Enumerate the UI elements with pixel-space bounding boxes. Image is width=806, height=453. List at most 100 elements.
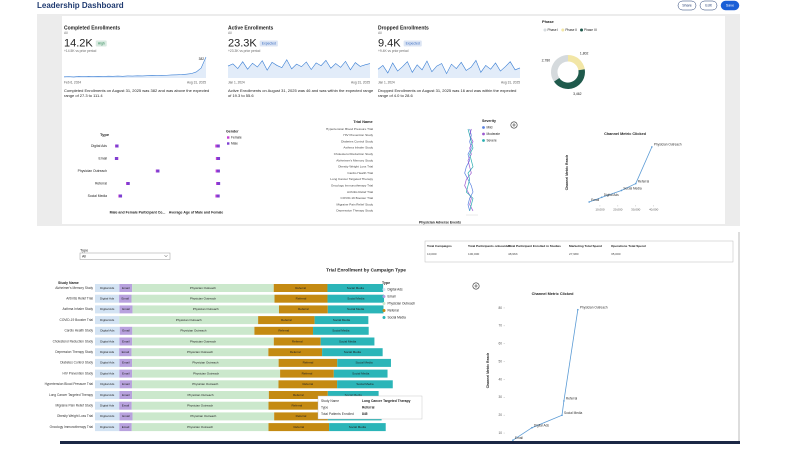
add-button[interactable] — [472, 282, 480, 290]
legend-label: Moderate — [487, 132, 501, 136]
category-label: Asthma Inhaler Study — [343, 146, 373, 150]
sparkline-label: 382 — [199, 57, 205, 61]
bar-segment — [132, 358, 279, 367]
bar-segment — [95, 358, 120, 367]
tooltip-label: Study Name — [321, 399, 339, 403]
sparkline-area — [228, 59, 370, 78]
header-button-label[interactable]: Save — [726, 4, 734, 8]
add-icon-plus[interactable] — [512, 123, 516, 127]
category-label: Cholesterol Reduction Study — [53, 339, 94, 343]
y-tick-label: 80 — [498, 306, 502, 310]
kpi-value: 14.2K — [64, 37, 93, 49]
legend-title: Severity — [482, 119, 496, 123]
header-button[interactable] — [677, 0, 697, 11]
axis-title: Male and Female Participant Co... — [110, 210, 166, 214]
category-label: Long Cancer Targeted Therapy — [330, 177, 373, 181]
add-icon-plus[interactable] — [474, 284, 478, 288]
header-button[interactable] — [720, 0, 740, 11]
filter-chevron[interactable] — [164, 255, 168, 258]
bar-segment — [131, 380, 279, 389]
bar-segment — [132, 412, 275, 421]
bar-segment — [322, 348, 383, 357]
segment-label: Referral — [293, 425, 304, 429]
bar-segment — [268, 423, 330, 432]
header-button-label[interactable]: Edit — [705, 4, 711, 8]
bar-segment — [95, 412, 120, 421]
add-icon[interactable] — [510, 121, 518, 129]
point-label: Digital Ads — [534, 424, 549, 428]
y-tick-label: 30 — [498, 395, 502, 399]
point — [634, 182, 637, 185]
bar-segment — [119, 423, 132, 432]
point — [577, 308, 579, 311]
sparkline-area — [64, 56, 206, 78]
segment-label: Digital Ads — [100, 318, 115, 322]
filter-select[interactable] — [79, 252, 171, 260]
bar-segment — [95, 316, 120, 325]
header-button-label[interactable]: Share — [682, 4, 692, 8]
segment-label: Referral — [278, 329, 289, 333]
point — [561, 414, 563, 416]
kpi-summary: Completed Enrollments on August 31, 2025… — [64, 88, 210, 99]
bar-segment — [314, 316, 369, 325]
dot-mark — [216, 144, 220, 148]
bar-segment — [119, 305, 133, 314]
segment-label: Digital Ads — [100, 403, 115, 407]
kpi-value: 23.3K — [228, 37, 257, 49]
segment-label: Physician Outreach — [190, 286, 216, 290]
segment-label: Email — [122, 361, 130, 365]
dot-mark — [126, 182, 130, 185]
bar-segment — [273, 284, 328, 292]
bar-segment — [131, 294, 275, 303]
bar-segment — [95, 401, 120, 410]
add-icon[interactable] — [472, 282, 480, 290]
x-tick-label: 10,000 — [595, 207, 605, 211]
point — [512, 439, 514, 442]
header-button[interactable] — [699, 0, 718, 11]
legend-swatch — [382, 288, 386, 291]
bar-segment — [327, 305, 384, 314]
chart-title: Channel Metric Clicked — [604, 132, 646, 136]
bar-segment — [258, 316, 315, 325]
chart-title: Channel Metric Clicked — [532, 292, 574, 296]
stats-value: 35,000 — [611, 252, 621, 256]
segment-label: Physician Outreach — [193, 371, 219, 375]
y-tick-label: 10 — [498, 431, 502, 435]
tooltip-label: Total Patients Enrolled — [321, 412, 354, 416]
segment-label: Social Media — [339, 339, 357, 343]
axis-title: Channel Metric Reach — [565, 155, 569, 190]
category-label: Email — [99, 156, 108, 160]
kpi-title: Completed Enrollments — [64, 25, 120, 31]
bar-segment — [119, 391, 133, 399]
filter-value[interactable]: All — [82, 254, 86, 258]
segment-label: Physician Outreach — [187, 350, 213, 354]
segment-label: Social Media — [347, 296, 365, 300]
segment-label: Social Media — [352, 371, 370, 375]
add-button[interactable] — [510, 121, 518, 129]
category-label: HIV Prevention Study — [63, 371, 94, 375]
bottom-panel-edge — [738, 232, 740, 442]
category-label: Oncology Immunotherapy Trial — [331, 184, 373, 188]
legend-swatch — [382, 295, 386, 298]
y-tick-label: 40 — [498, 377, 502, 381]
legend-label: Social Media — [388, 315, 406, 319]
segment-label: Social Media — [347, 307, 365, 311]
kpi-start-date: Jan 1, 2024 — [378, 80, 395, 84]
point — [563, 400, 565, 402]
bar-segment — [278, 305, 328, 314]
stats-table — [424, 240, 734, 263]
segment-label: Digital Ads — [100, 329, 115, 333]
stats-value: 10,000 — [427, 252, 437, 256]
bar-segment — [254, 326, 314, 335]
bar-segment — [95, 284, 120, 292]
category-label: Alzheimer's Memory Study — [336, 158, 373, 162]
bar-segment — [274, 412, 328, 421]
legend-swatch — [580, 28, 584, 32]
bar-segment — [280, 369, 334, 378]
bar-segment — [119, 401, 132, 410]
tooltip-value: Referral — [362, 405, 375, 409]
legend-swatch — [382, 309, 386, 312]
axis-title: Trial Name — [353, 120, 372, 124]
segment-label: Referral — [296, 296, 307, 300]
